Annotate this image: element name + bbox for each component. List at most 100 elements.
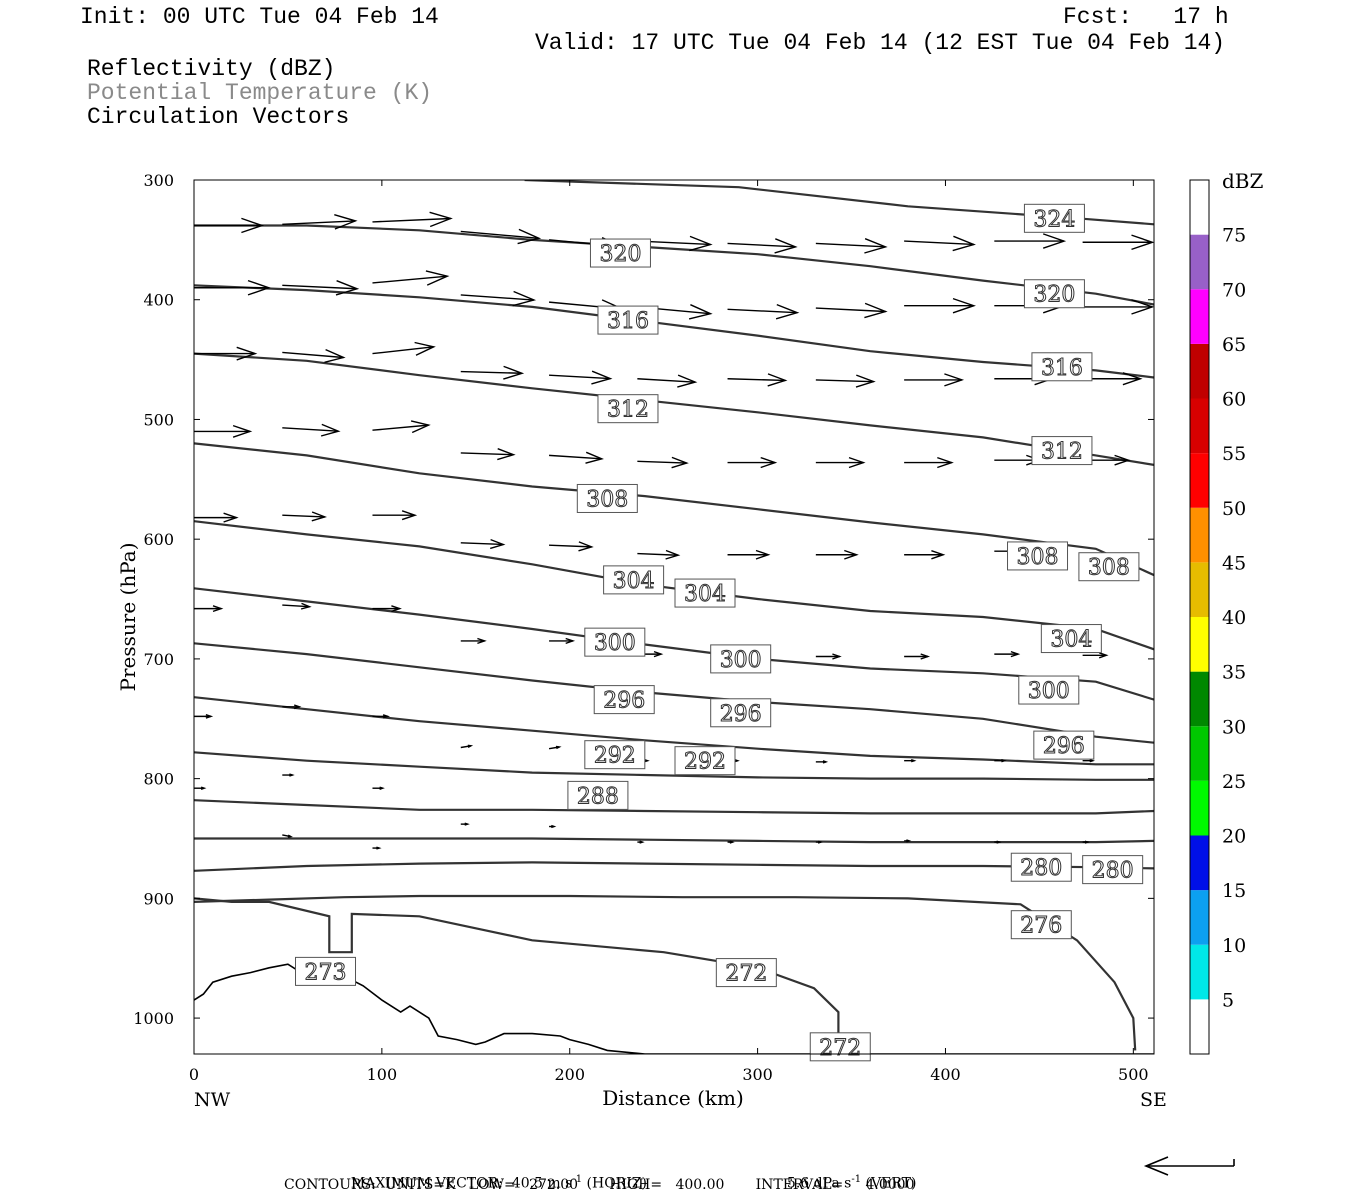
contour-label: 312 bbox=[1031, 436, 1093, 466]
colorbar-unit: dBZ bbox=[1222, 169, 1264, 193]
isentrope-312 bbox=[194, 352, 1154, 466]
contour-label: 304 bbox=[1040, 624, 1102, 654]
circulation-vector bbox=[282, 423, 341, 437]
axes-layer: 300 400 500 600 700 800 900 1000 0 100 200 300 400 50… bbox=[133, 171, 1154, 1084]
circulation-vector bbox=[194, 713, 214, 719]
circulation-vector bbox=[282, 834, 293, 838]
colorbar-level-label: 75 bbox=[1222, 225, 1246, 247]
contour-label-text: 272 bbox=[819, 1036, 861, 1061]
circulation-vector bbox=[904, 456, 954, 469]
contour-label: 304 bbox=[603, 565, 665, 595]
unit-exponent: -1 bbox=[851, 1174, 862, 1185]
colorbar-frame bbox=[1189, 179, 1210, 1055]
contour-label-text: 304 bbox=[684, 582, 726, 607]
contour-label: 308 bbox=[1078, 552, 1140, 582]
isentrope-288 bbox=[194, 751, 1154, 781]
circulation-vector bbox=[904, 550, 946, 560]
contour-label-text: 312 bbox=[607, 398, 649, 423]
colorbar-swatch bbox=[1190, 562, 1209, 617]
circulation-vector bbox=[460, 538, 506, 550]
contour-label: 280 bbox=[1010, 852, 1072, 882]
contour-label: 273 bbox=[295, 956, 357, 986]
circulation-vector bbox=[460, 365, 525, 380]
colorbar-level-label: 35 bbox=[1222, 662, 1246, 684]
contour-label: 280 bbox=[1082, 855, 1144, 885]
circulation-vector bbox=[904, 235, 976, 252]
colorbar-level-label: 20 bbox=[1222, 826, 1246, 848]
colorbar-swatch bbox=[1190, 507, 1209, 563]
y-tick-label: 1000 bbox=[133, 1009, 174, 1028]
colorbar-swatch bbox=[1190, 999, 1209, 1054]
contour-label-text: 312 bbox=[1041, 440, 1083, 465]
x-tick-label: 300 bbox=[742, 1065, 773, 1084]
contour-label-text: 308 bbox=[586, 487, 628, 512]
circulation-vector bbox=[372, 341, 436, 356]
colorbar-level-label: 60 bbox=[1222, 389, 1246, 411]
x-tick-label: 100 bbox=[367, 1065, 398, 1084]
colorbar-swatch bbox=[1190, 617, 1209, 672]
circulation-vector bbox=[548, 745, 562, 750]
circulation-vector bbox=[282, 214, 358, 230]
unit-exponent: -1 bbox=[572, 1174, 583, 1185]
colorbar-swatch bbox=[1190, 289, 1209, 344]
contour-label-text: 296 bbox=[603, 689, 645, 714]
contour-label-text: 316 bbox=[1041, 356, 1083, 381]
circulation-vector bbox=[282, 704, 302, 710]
circulation-vector bbox=[372, 510, 418, 521]
circulation-vector bbox=[282, 602, 312, 610]
contour-label: 312 bbox=[597, 394, 659, 424]
isentrope-282 bbox=[194, 837, 1154, 844]
circulation-vector bbox=[1082, 758, 1095, 763]
colorbar-level-label: 50 bbox=[1222, 498, 1246, 520]
contour-label-text: 280 bbox=[1092, 859, 1134, 884]
x-axis-title: Distance (km) bbox=[602, 1086, 744, 1110]
se-label: SE bbox=[1140, 1089, 1167, 1111]
max-vector-vert-note: 5.6 dPa s-1 (VERT) bbox=[778, 1158, 917, 1192]
contour-label: 272 bbox=[715, 958, 777, 988]
contour-label: 308 bbox=[576, 483, 638, 513]
colorbar-swatch bbox=[1190, 234, 1209, 290]
contour-label-text: 292 bbox=[594, 744, 636, 769]
colorbar-level-label: 30 bbox=[1222, 716, 1246, 738]
colorbar-swatch bbox=[1190, 726, 1209, 781]
circulation-vector bbox=[194, 279, 271, 296]
colorbar-swatch bbox=[1190, 398, 1209, 454]
colorbar-swatch bbox=[1190, 180, 1209, 235]
contour-label: 300 bbox=[1018, 675, 1080, 705]
contour-label-text: 320 bbox=[1033, 283, 1075, 308]
contour-label: 300 bbox=[584, 627, 646, 657]
forecast-hour: Fcst: 17 h bbox=[1063, 4, 1229, 30]
contour-label-text: 304 bbox=[613, 569, 655, 594]
contour-label: 304 bbox=[674, 578, 736, 608]
circulation-vector bbox=[194, 512, 239, 523]
circulation-vector bbox=[637, 456, 689, 469]
contour-label-text: 308 bbox=[1017, 545, 1059, 570]
contour-label-text: 300 bbox=[1028, 679, 1070, 704]
contour-label-text: 296 bbox=[720, 702, 762, 727]
x-tick-label: 400 bbox=[930, 1065, 961, 1084]
circulation-vector bbox=[904, 758, 917, 763]
circulation-vector bbox=[549, 370, 613, 385]
contour-label-text: 288 bbox=[577, 784, 619, 809]
plot-frame bbox=[193, 179, 1155, 1055]
circulation-vector bbox=[637, 374, 698, 388]
y-tick-label: 800 bbox=[143, 770, 174, 789]
circulation-vector bbox=[1082, 299, 1154, 315]
y-tick-label: 500 bbox=[143, 410, 174, 429]
isentrope-284 bbox=[194, 799, 1154, 815]
circulation-vector bbox=[994, 233, 1067, 249]
circulation-vector bbox=[460, 744, 474, 749]
circulation-vector bbox=[727, 456, 778, 469]
vert-tag: (VERT) bbox=[861, 1175, 917, 1192]
colorbar-level-label: 5 bbox=[1222, 989, 1234, 1011]
contours-note: CONTOURS: UNITS=K LOW= 272.00 HIGH= 400.… bbox=[284, 1177, 915, 1193]
colorbar-swatch bbox=[1190, 780, 1209, 836]
circulation-vector bbox=[904, 297, 976, 314]
circulation-vector bbox=[282, 773, 295, 777]
circulation-vector bbox=[372, 270, 450, 286]
circulation-vector bbox=[815, 840, 823, 844]
colorbar-level-label: 25 bbox=[1222, 771, 1246, 793]
circulation-vector bbox=[727, 840, 735, 844]
contour-label: 324 bbox=[1023, 203, 1085, 233]
